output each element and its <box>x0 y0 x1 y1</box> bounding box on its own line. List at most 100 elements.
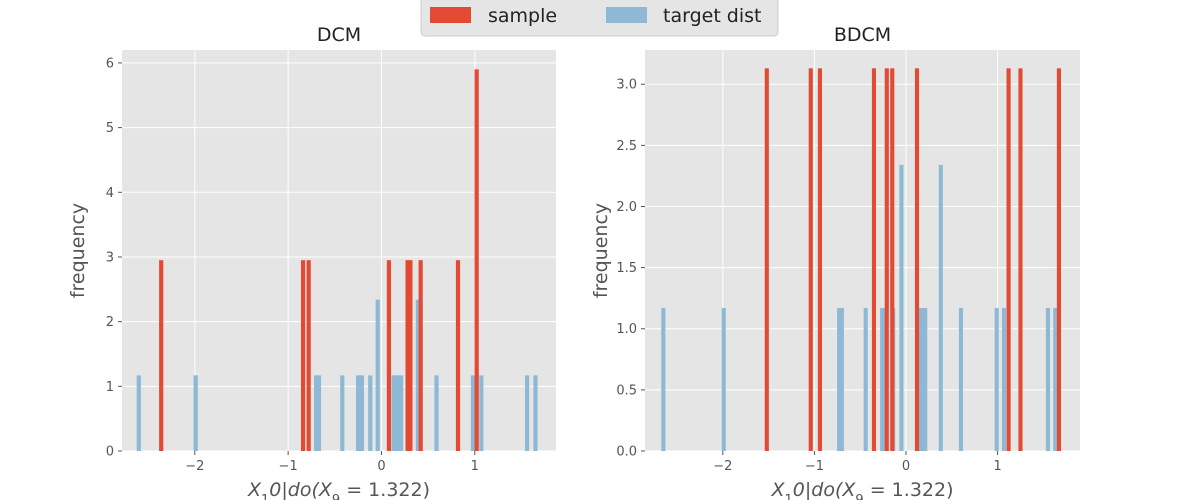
y-tick-label: 0.5 <box>616 383 637 398</box>
y-axis-label: frequency <box>67 203 89 298</box>
target-dist-bar <box>721 307 726 451</box>
x-tick-label: −2 <box>713 459 732 474</box>
target-dist-bar <box>533 375 538 451</box>
target-dist-bar <box>368 375 373 451</box>
target-dist-bar <box>899 164 904 452</box>
x-axis-label-tail: = 1.322) <box>864 479 954 500</box>
y-tick-label: 1.0 <box>616 322 637 337</box>
x-axis-label-sub1: 1 <box>261 493 269 500</box>
legend-label-target: target dist <box>663 5 762 27</box>
sample-bar <box>890 68 895 451</box>
bars <box>136 69 538 452</box>
target-dist-bar <box>994 307 999 451</box>
chart-title: BDCM <box>834 24 891 46</box>
x-tick-label: −1 <box>805 459 824 474</box>
chart-title: DCM <box>317 24 361 46</box>
target-dist-bar <box>863 307 868 451</box>
x-axis-label: X10|do(X9 = 1.322) <box>770 479 953 500</box>
sample-bar <box>408 260 413 451</box>
x-axis-label-main: X <box>770 479 785 500</box>
target-dist-bar <box>470 375 476 451</box>
y-tick-label: 2.5 <box>616 139 637 154</box>
legend-swatch-target <box>606 7 647 23</box>
sample-bar <box>914 68 920 451</box>
bars <box>661 68 1061 452</box>
y-tick-label: 0 <box>106 445 114 460</box>
tick-labels: −2 −1 0 1 0 1 2 3 4 5 6 <box>106 56 479 474</box>
sample-bar <box>1018 68 1023 451</box>
tick-labels: −2 −1 0 1 0.0 0.5 1.0 1.5 2.0 2.5 3.0 <box>616 78 1001 474</box>
sample-bar <box>808 68 813 451</box>
target-dist-bar <box>923 307 928 451</box>
target-dist-bar <box>839 307 844 451</box>
y-tick-label: 4 <box>106 186 114 201</box>
panel-bdcm: −2 −1 0 10.00.51.01.52.02.53.0 BDCM X10|do(… <box>590 24 1080 500</box>
x-tick-label: −1 <box>279 459 298 474</box>
sample-bar <box>1006 68 1011 451</box>
x-tick-label: 0 <box>902 459 910 474</box>
target-dist-bar <box>938 164 943 452</box>
x-axis-label-sub2: 9 <box>855 493 863 500</box>
target-dist-bar <box>415 299 420 451</box>
y-tick-label: 3 <box>106 250 114 265</box>
y-axis-label: frequency <box>590 203 612 298</box>
target-dist-bar <box>136 375 141 451</box>
x-tick-label: −2 <box>185 459 204 474</box>
sample-bar <box>884 68 889 451</box>
target-dist-bar <box>314 375 319 451</box>
x-tick-label: 0 <box>377 459 385 474</box>
x-axis-label-rest: 0|do(X <box>269 479 333 500</box>
y-tick-label: 2 <box>106 315 114 330</box>
sample-bar <box>871 68 877 451</box>
target-dist-bar <box>1053 307 1058 451</box>
target-dist-bar <box>375 299 380 451</box>
sample-bar <box>300 260 306 451</box>
target-dist-bar <box>398 375 404 451</box>
target-dist-bar <box>958 307 964 451</box>
x-axis-label: X10|do(X9 = 1.322) <box>247 479 430 500</box>
y-tick-label: 6 <box>106 56 114 71</box>
legend-label-sample: sample <box>488 5 557 27</box>
x-tick-label: 1 <box>471 459 479 474</box>
target-dist-bar <box>340 375 345 451</box>
sample-bar <box>405 260 410 451</box>
y-tick-label: 5 <box>106 121 114 136</box>
target-dist-bar <box>1045 307 1051 451</box>
target-dist-bar <box>661 307 666 451</box>
target-dist-bar <box>356 375 361 451</box>
target-dist-bar <box>524 375 530 451</box>
y-tick-label: 0.0 <box>616 445 637 460</box>
target-dist-bar <box>316 375 322 451</box>
x-axis-label-rest: 0|do(X <box>793 479 857 500</box>
target-dist-bar <box>395 375 400 451</box>
target-dist-bar <box>837 307 842 451</box>
x-axis-label-main: X <box>247 479 262 500</box>
x-tick-label: 1 <box>993 459 1001 474</box>
target-dist-bar <box>359 375 364 451</box>
x-axis-label-sub2: 9 <box>332 493 340 500</box>
target-dist-bar <box>193 375 198 451</box>
sample-bar <box>159 260 164 451</box>
legend-box <box>420 0 779 37</box>
target-dist-bar <box>919 307 924 451</box>
sample-bar <box>455 260 461 451</box>
legend-swatch-sample <box>430 7 471 23</box>
legend: sample target dist <box>420 0 779 37</box>
x-axis-label-tail: = 1.322) <box>340 479 430 500</box>
plot-area <box>122 50 556 451</box>
sample-bar <box>474 69 479 452</box>
sample-bar <box>817 68 822 451</box>
sample-bar <box>764 68 769 451</box>
target-dist-bar <box>479 375 484 451</box>
sample-bar <box>1056 68 1061 451</box>
y-tick-label: 2.0 <box>616 200 637 215</box>
sample-bar <box>418 260 423 451</box>
target-dist-bar <box>880 307 885 451</box>
x-axis-label-sub1: 1 <box>785 493 793 500</box>
y-tick-label: 1 <box>106 380 114 395</box>
plot-area <box>645 50 1080 451</box>
target-dist-bar <box>434 375 439 451</box>
y-tick-label: 3.0 <box>616 78 637 93</box>
